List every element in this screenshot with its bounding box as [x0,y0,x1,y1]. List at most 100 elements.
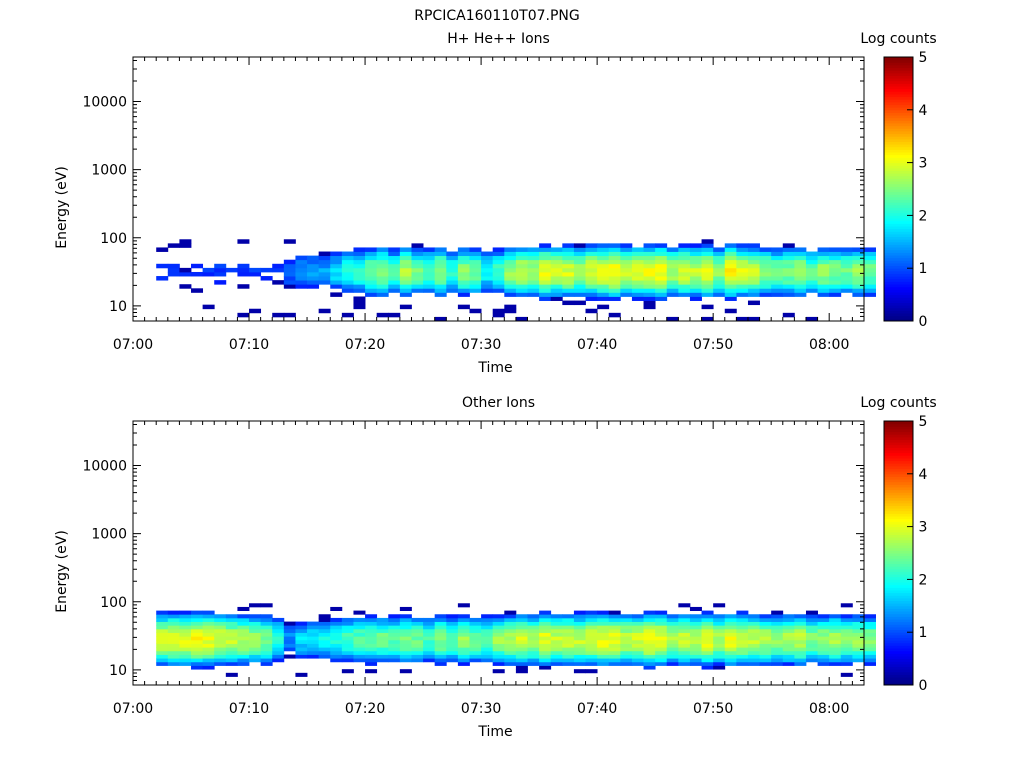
heatmap-cell [678,617,691,622]
heatmap-cell [759,650,772,655]
heatmap-cell [399,280,412,285]
heatmap-cell [597,632,610,637]
heatmap-cell [817,647,830,652]
heatmap-cell [724,288,737,293]
heatmap-cell [550,247,563,252]
heatmap-cell [550,617,563,622]
heatmap-cell [167,647,180,652]
heatmap-cell [214,621,227,626]
heatmap-cell [295,284,308,289]
heatmap-cell [318,654,331,659]
heatmap-cell [701,658,714,663]
heatmap-cell [156,661,169,666]
heatmap-cell [747,632,760,637]
colorbar-band [884,621,913,625]
heatmap-cell [585,308,598,314]
colorbar-label: Log counts [860,31,936,47]
heatmap-cell [597,661,610,666]
heatmap-cell [794,280,807,285]
heatmap-cell [620,650,633,655]
heatmap-cell [469,617,482,622]
heatmap-cell [365,650,378,655]
heatmap-cell [713,628,726,633]
heatmap-cell [852,617,865,622]
heatmap-cell [434,263,447,269]
colorbar-band [884,228,913,232]
heatmap-cell [481,271,494,277]
heatmap-cell [713,621,726,626]
heatmap-cell [689,628,702,633]
colorbar-band [884,152,913,156]
heatmap-cell [399,658,412,663]
colorbar-band [884,278,913,282]
heatmap-cell [562,647,575,652]
heatmap-cell [747,650,760,655]
heatmap-cell [225,628,238,633]
heatmap-cell [840,661,853,666]
heatmap-cell [701,263,714,269]
heatmap-cell [411,276,424,281]
heatmap-cell [295,654,308,659]
heatmap-cell [260,658,273,663]
heatmap-cell [330,625,343,630]
heatmap-cell [283,280,296,285]
heatmap-cell [225,636,238,641]
heatmap-cell [214,661,227,666]
y-tick-label: 10 [109,299,127,315]
heatmap-cell [794,647,807,652]
heatmap-cell [562,247,575,252]
colorbar-band [884,589,913,594]
heatmap-cell [597,639,610,644]
heatmap-cell [759,614,772,619]
heatmap-cell [701,610,714,615]
heatmap-cell [562,636,575,641]
colorbar-band [884,487,913,491]
colorbar-band [884,563,913,567]
heatmap-cell [713,614,726,619]
heatmap-cell [678,639,691,644]
heatmap-cell [179,647,192,652]
heatmap-cell [597,636,610,641]
heatmap-cell [608,288,621,293]
heatmap-cell [515,614,528,619]
heatmap-cell [597,284,610,289]
heatmap-cell [678,259,691,265]
heatmap-cell [620,632,633,637]
heatmap-cell [608,639,621,644]
heatmap-cell [225,650,238,655]
heatmap-cell [585,621,598,626]
heatmap-cell [527,617,540,622]
heatmap-cell [643,251,656,257]
heatmap-cell [631,280,644,285]
heatmap-cell [747,643,760,648]
heatmap-cell [457,292,470,297]
heatmap-cell [365,628,378,633]
heatmap-cell [724,632,737,637]
heatmap-cell [202,661,215,666]
heatmap-cell [260,603,273,608]
colorbar-band [884,545,913,549]
heatmap-cell [376,292,389,297]
colorbar-band [884,67,913,71]
colorbar-band [884,523,913,528]
heatmap-cell [539,251,552,257]
heatmap-cell [191,661,204,666]
heatmap-cell [678,288,691,293]
heatmap-cell [539,636,552,641]
colorbar-band [884,212,913,216]
heatmap-cell [399,247,412,252]
heatmap-cell [446,654,459,659]
heatmap-cell [376,658,389,663]
heatmap-cell [817,251,830,257]
y-tick-label: 100 [100,231,127,247]
y-tick-label: 100 [100,595,127,611]
heatmap-cell [318,267,331,273]
heatmap-cell [399,271,412,277]
colorbar-band [884,262,913,267]
heatmap-cell [539,243,552,248]
heatmap-cell [840,628,853,633]
heatmap-cell [365,251,378,257]
heatmap-cell [805,288,818,293]
